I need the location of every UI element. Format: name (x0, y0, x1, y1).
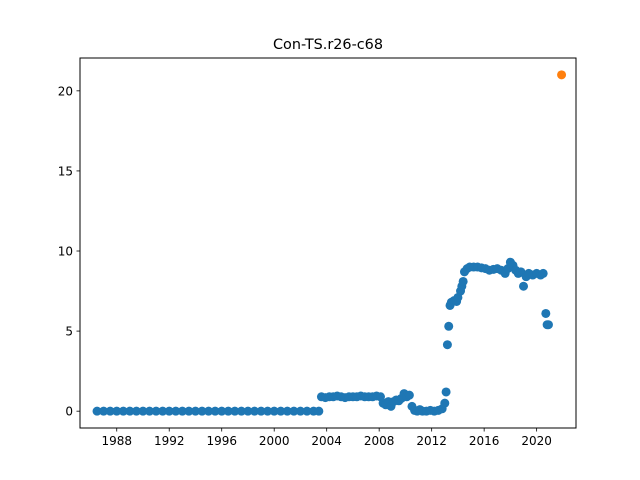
data-point (295, 406, 305, 416)
data-point (158, 406, 168, 416)
data-point (131, 406, 141, 416)
data-point (171, 406, 181, 416)
x-tick-label: 2020 (521, 434, 552, 448)
data-point (184, 406, 194, 416)
data-point (145, 406, 155, 416)
data-point (404, 390, 414, 400)
data-point (125, 406, 135, 416)
data-point (217, 406, 227, 416)
data-point (164, 406, 174, 416)
data-point (99, 406, 109, 416)
data-point (276, 406, 286, 416)
data-point (302, 406, 312, 416)
data-point (92, 406, 102, 416)
x-tick-label: 1988 (101, 434, 132, 448)
data-point (541, 308, 551, 318)
data-point (197, 406, 207, 416)
data-point (190, 406, 200, 416)
data-point (204, 406, 214, 416)
data-point (289, 406, 299, 416)
data-point (250, 406, 260, 416)
data-point (223, 406, 233, 416)
plot-frame (79, 57, 577, 429)
data-point (538, 268, 548, 278)
x-tick-label: 2004 (311, 434, 342, 448)
data-point (256, 406, 266, 416)
data-point (243, 406, 253, 416)
x-tick-label: 1992 (154, 434, 185, 448)
x-axis: 1988 1992 1996 2000 2004 2008 2012 2016 2020 (101, 428, 552, 448)
chart-title: Con-TS.r26-c68 (273, 37, 383, 53)
y-tick-label: 10 (58, 245, 73, 259)
y-tick-label: 15 (58, 164, 73, 178)
data-point (263, 406, 273, 416)
data-point (236, 406, 246, 416)
data-point (118, 406, 128, 416)
data-point (138, 406, 148, 416)
data-point (269, 406, 279, 416)
x-tick-label: 2012 (416, 434, 447, 448)
data-point (112, 406, 122, 416)
data-point (210, 406, 220, 416)
y-tick-label: 0 (65, 405, 73, 419)
data-point (105, 406, 115, 416)
x-tick-label: 2008 (364, 434, 395, 448)
y-tick-label: 20 (58, 84, 73, 98)
data-point (442, 340, 452, 350)
data-point (282, 406, 292, 416)
data-point (230, 406, 240, 416)
x-tick-label: 2016 (469, 434, 500, 448)
data-point (151, 406, 161, 416)
data-point (177, 406, 187, 416)
data-point (458, 276, 468, 286)
y-axis: 0 5 10 15 20 (58, 84, 80, 419)
data-point (543, 320, 553, 330)
data-point (314, 406, 324, 416)
points-layer (92, 70, 567, 416)
data-point (444, 321, 454, 331)
data-point (440, 398, 450, 408)
data-point (441, 387, 451, 397)
y-tick-label: 5 (65, 325, 73, 339)
data-point (557, 70, 567, 80)
x-tick-label: 2000 (259, 434, 290, 448)
x-tick-label: 1996 (206, 434, 237, 448)
data-point (519, 281, 529, 291)
